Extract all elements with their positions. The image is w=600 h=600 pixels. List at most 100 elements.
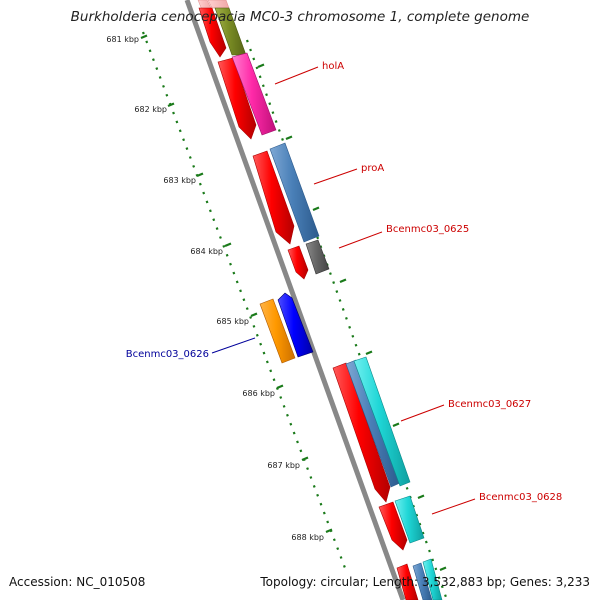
gene-red-small[interactable] [287,245,309,280]
major-tick-left [140,34,148,40]
guide-dot-left [296,440,299,444]
guide-dot-left [319,502,323,506]
major-tick-right [312,206,320,212]
guide-dot-left [255,333,259,337]
guide-dot-left [222,244,226,248]
label-Bcenmc03-0625[interactable]: Bcenmc03_0625 [386,224,469,235]
guide-dot-right [249,48,252,52]
guide-dot-right [405,486,409,490]
guide-dot-left [239,289,242,293]
guide-dot-left [279,396,283,399]
guide-dot-right [329,272,332,276]
guide-dot-right [252,57,256,61]
gene-bottom-cyan[interactable] [422,558,443,600]
tick-label-685: 685 kbp [216,317,249,326]
gene-bottom-red[interactable] [396,563,419,600]
holA-leader [274,66,319,85]
gene-proA[interactable] [269,142,320,243]
guide-dot-left [188,156,192,159]
guide-dot-left [232,271,236,275]
guide-dot-right [357,352,361,356]
guide-dot-left [286,413,289,417]
gene-Bcenmc03-0627-cyan[interactable] [353,356,411,487]
guide-dot-left [205,200,209,204]
guide-dot-right [421,531,425,535]
guide-dot-left [152,58,155,62]
gene-Bcenmc03-0628[interactable] [394,495,425,544]
guide-dot-left [229,262,232,266]
guide-dot-right [338,299,342,302]
guide-dot-right [354,343,358,347]
gene-Bcenmc03-0627-red[interactable] [332,362,391,503]
tick-label-688: 688 kbp [291,533,324,542]
guide-dot-right [434,567,438,571]
major-tick-left [250,312,258,318]
guide-dot-left [145,40,149,44]
guide-dot-right [424,540,428,544]
tick-label-687: 687 kbp [267,461,300,470]
gene-red-lower[interactable] [378,501,408,551]
label-Bcenmc03-0627[interactable]: Bcenmc03_0627 [448,399,531,410]
guide-dot-right [245,39,249,43]
guide-dot-left [312,484,316,488]
label-proA[interactable]: proA [361,163,384,174]
tick-label-684: 684 kbp [190,247,223,256]
gene-orange-reverse[interactable] [259,298,296,364]
guide-dot-left [175,120,179,124]
gene-red-proA-neighbor[interactable] [252,150,295,245]
major-tick-right [365,350,373,356]
guide-dot-left [299,449,303,453]
guide-dot-right [268,102,272,106]
map-title: Burkholderia cenocepacia MC0-3 chromosom… [70,9,530,25]
gene-top-pale-a[interactable] [207,0,230,9]
label-holA[interactable]: holA [322,61,344,72]
guide-dot-left [141,31,145,35]
guide-dot-left [219,236,222,239]
guide-dot-right [261,84,265,88]
label-Bcenmc03-0626[interactable]: Bcenmc03_0626 [126,349,209,360]
guide-dot-right [341,308,345,311]
guide-dot-right [335,290,339,293]
guide-dot-right [258,75,262,79]
Bcenmc03-0628-leader [431,498,476,515]
guide-dot-right [274,120,278,123]
gene-red-1[interactable] [198,7,227,58]
guide-dot-left [336,547,340,551]
guide-dot-right [348,325,352,329]
label-Bcenmc03-0628[interactable]: Bcenmc03_0628 [479,492,562,503]
guide-dot-left [322,511,326,515]
guide-dot-left [245,307,249,311]
gene-red-holA-neighbor[interactable] [217,57,257,140]
gene-bottom-steel[interactable] [412,562,433,600]
guide-dot-left [339,556,343,559]
guide-dot-left [309,476,313,479]
guide-dot-right [428,549,431,553]
guide-dot-right [431,558,435,562]
major-tick-right [257,63,265,69]
guide-dot-left [242,298,246,302]
guide-dot-left [316,493,320,497]
guide-dot-right [437,576,441,580]
gene-holA[interactable] [231,52,277,136]
gene-features [197,0,443,600]
guide-dot-left [326,520,330,524]
guide-dot-right [271,111,275,115]
guide-dot-left [262,351,266,355]
genome-stats-text: Topology: circular; Length: 3,532,883 bp… [260,575,590,589]
Bcenmc03-0627-leader [400,404,445,422]
gene-Bcenmc03-0626[interactable] [277,292,314,358]
guide-dot-left [202,191,206,195]
guide-dot-left [252,324,256,328]
tick-label-681: 681 kbp [106,35,139,44]
guide-dot-right [351,334,355,338]
tick-labels: 681 kbp 682 kbp 683 kbp 684 kbp 685 kbp … [106,35,324,542]
major-tick-right [285,135,293,141]
guide-dot-right [265,93,268,97]
guide-dot-left [162,84,165,88]
guide-dot-right [255,66,259,70]
guide-dot-left [165,93,169,97]
gene-Bcenmc03-0625[interactable] [305,239,330,275]
major-tick-right [339,278,347,284]
